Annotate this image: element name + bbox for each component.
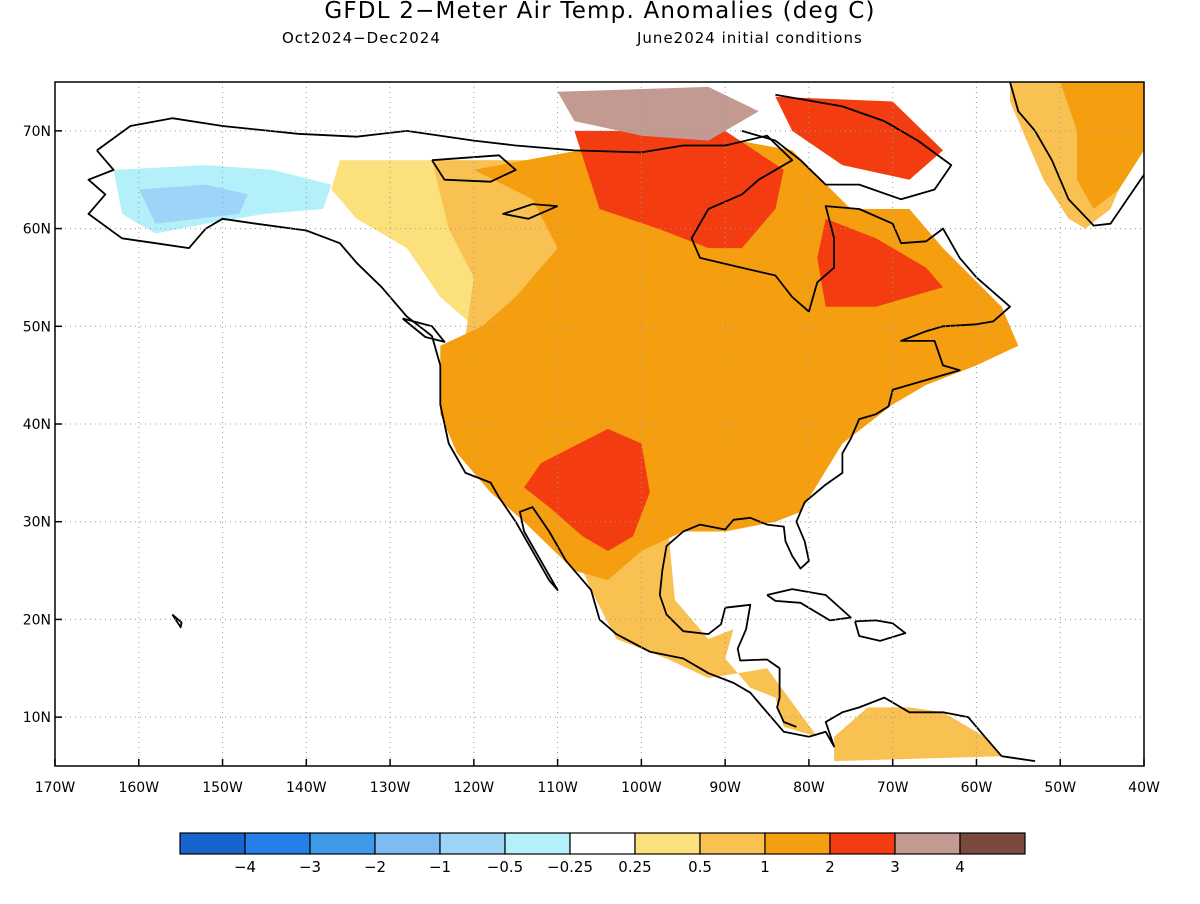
colorbar-label: 2 [825,858,835,876]
anomaly-region-2 [138,184,248,224]
colorbar-label: 0.25 [618,858,651,876]
lat-tick-label: 50N [23,319,51,335]
colorbar-swatch-5 [439,832,506,855]
colorbar-label: −0.25 [547,858,593,876]
lon-tick-label: 160W [118,780,159,796]
anomaly-region-6 [834,707,1002,762]
coastline-segment-4 [1009,82,1144,227]
colorbar-label: 4 [955,858,965,876]
coastline-segment-11 [502,203,558,220]
colorbar-swatch-1 [179,832,246,855]
colorbar: −4 −3 −2 −1 −0.5 −0.25 0.25 0.5 1 2 3 4 [179,832,1026,876]
anomaly-region-5 [557,511,818,737]
coastline-segment-10 [431,154,517,183]
coastline-segment-5 [741,93,953,201]
lon-tick-label: 110W [537,780,578,796]
lon-tick-label: 60W [961,780,993,796]
lon-tick-label: 150W [202,780,243,796]
colorbar-label: −4 [234,858,256,876]
lon-tick-label: 50W [1044,780,1076,796]
coastline-segment-8 [171,613,183,629]
anomaly-region-10 [574,130,784,249]
lon-tick-label: 100W [621,780,662,796]
lon-tick-label: 130W [370,780,411,796]
coastline-segment-1 [87,149,1003,757]
period-subtitle: Oct2024−Dec2024 [282,29,441,47]
lat-tick-label: 10N [23,710,51,726]
init-subtitle: June2024 initial conditions [637,29,863,47]
lon-tick-label: 140W [286,780,327,796]
anomaly-region-9 [1060,82,1144,209]
colorbar-label: 0.5 [688,858,712,876]
anomaly-region-11 [524,428,650,551]
colorbar-swatch-7 [569,832,636,855]
colorbar-label: 3 [890,858,900,876]
colorbar-swatch-12 [894,832,961,855]
coastlines [87,82,1144,762]
colorbar-swatch-9 [699,832,766,855]
colorbar-label: −2 [364,858,386,876]
lat-tick-label: 30N [23,515,51,531]
axis-ticks: 170W 160W 150W 140W 130W 120W 110W 100W 90W 80W 70… [23,124,1160,796]
lon-tick-label: 120W [454,780,495,796]
anomaly-region-13 [775,96,943,180]
colorbar-label: 1 [760,858,770,876]
colorbar-label: −1 [429,858,451,876]
anomaly-field [113,82,1144,762]
colorbar-swatch-13 [959,832,1026,855]
colorbar-label: −0.5 [487,858,523,876]
colorbar-swatch-6 [504,832,571,855]
lon-tick-label: 90W [709,780,741,796]
coastline-segment-3 [96,117,1011,728]
colorbar-swatch-11 [829,832,896,855]
lat-tick-label: 20N [23,612,51,628]
anomaly-region-12 [817,218,943,307]
colorbar-swatch-3 [309,832,376,855]
lat-tick-label: 40N [23,417,51,433]
anomaly-region-14 [557,86,759,141]
colorbar-swatch-4 [374,832,441,855]
colorbar-swatch-8 [634,832,701,855]
lon-tick-label: 170W [35,780,76,796]
lat-tick-label: 60N [23,222,51,238]
lon-tick-label: 80W [793,780,825,796]
colorbar-label: −3 [299,858,321,876]
gridlines [55,82,1144,766]
lon-tick-label: 40W [1128,780,1160,796]
lat-tick-label: 70N [23,124,51,140]
lon-tick-label: 70W [877,780,909,796]
coastline-segment-7 [854,619,907,642]
coastline-segment-9 [402,317,446,343]
chart-title: GFDL 2−Meter Air Temp. Anomalies (deg C) [324,0,876,24]
colorbar-swatch-10 [764,832,831,855]
coastline-segment-2 [1001,755,1036,762]
colorbar-swatch-2 [244,832,311,855]
